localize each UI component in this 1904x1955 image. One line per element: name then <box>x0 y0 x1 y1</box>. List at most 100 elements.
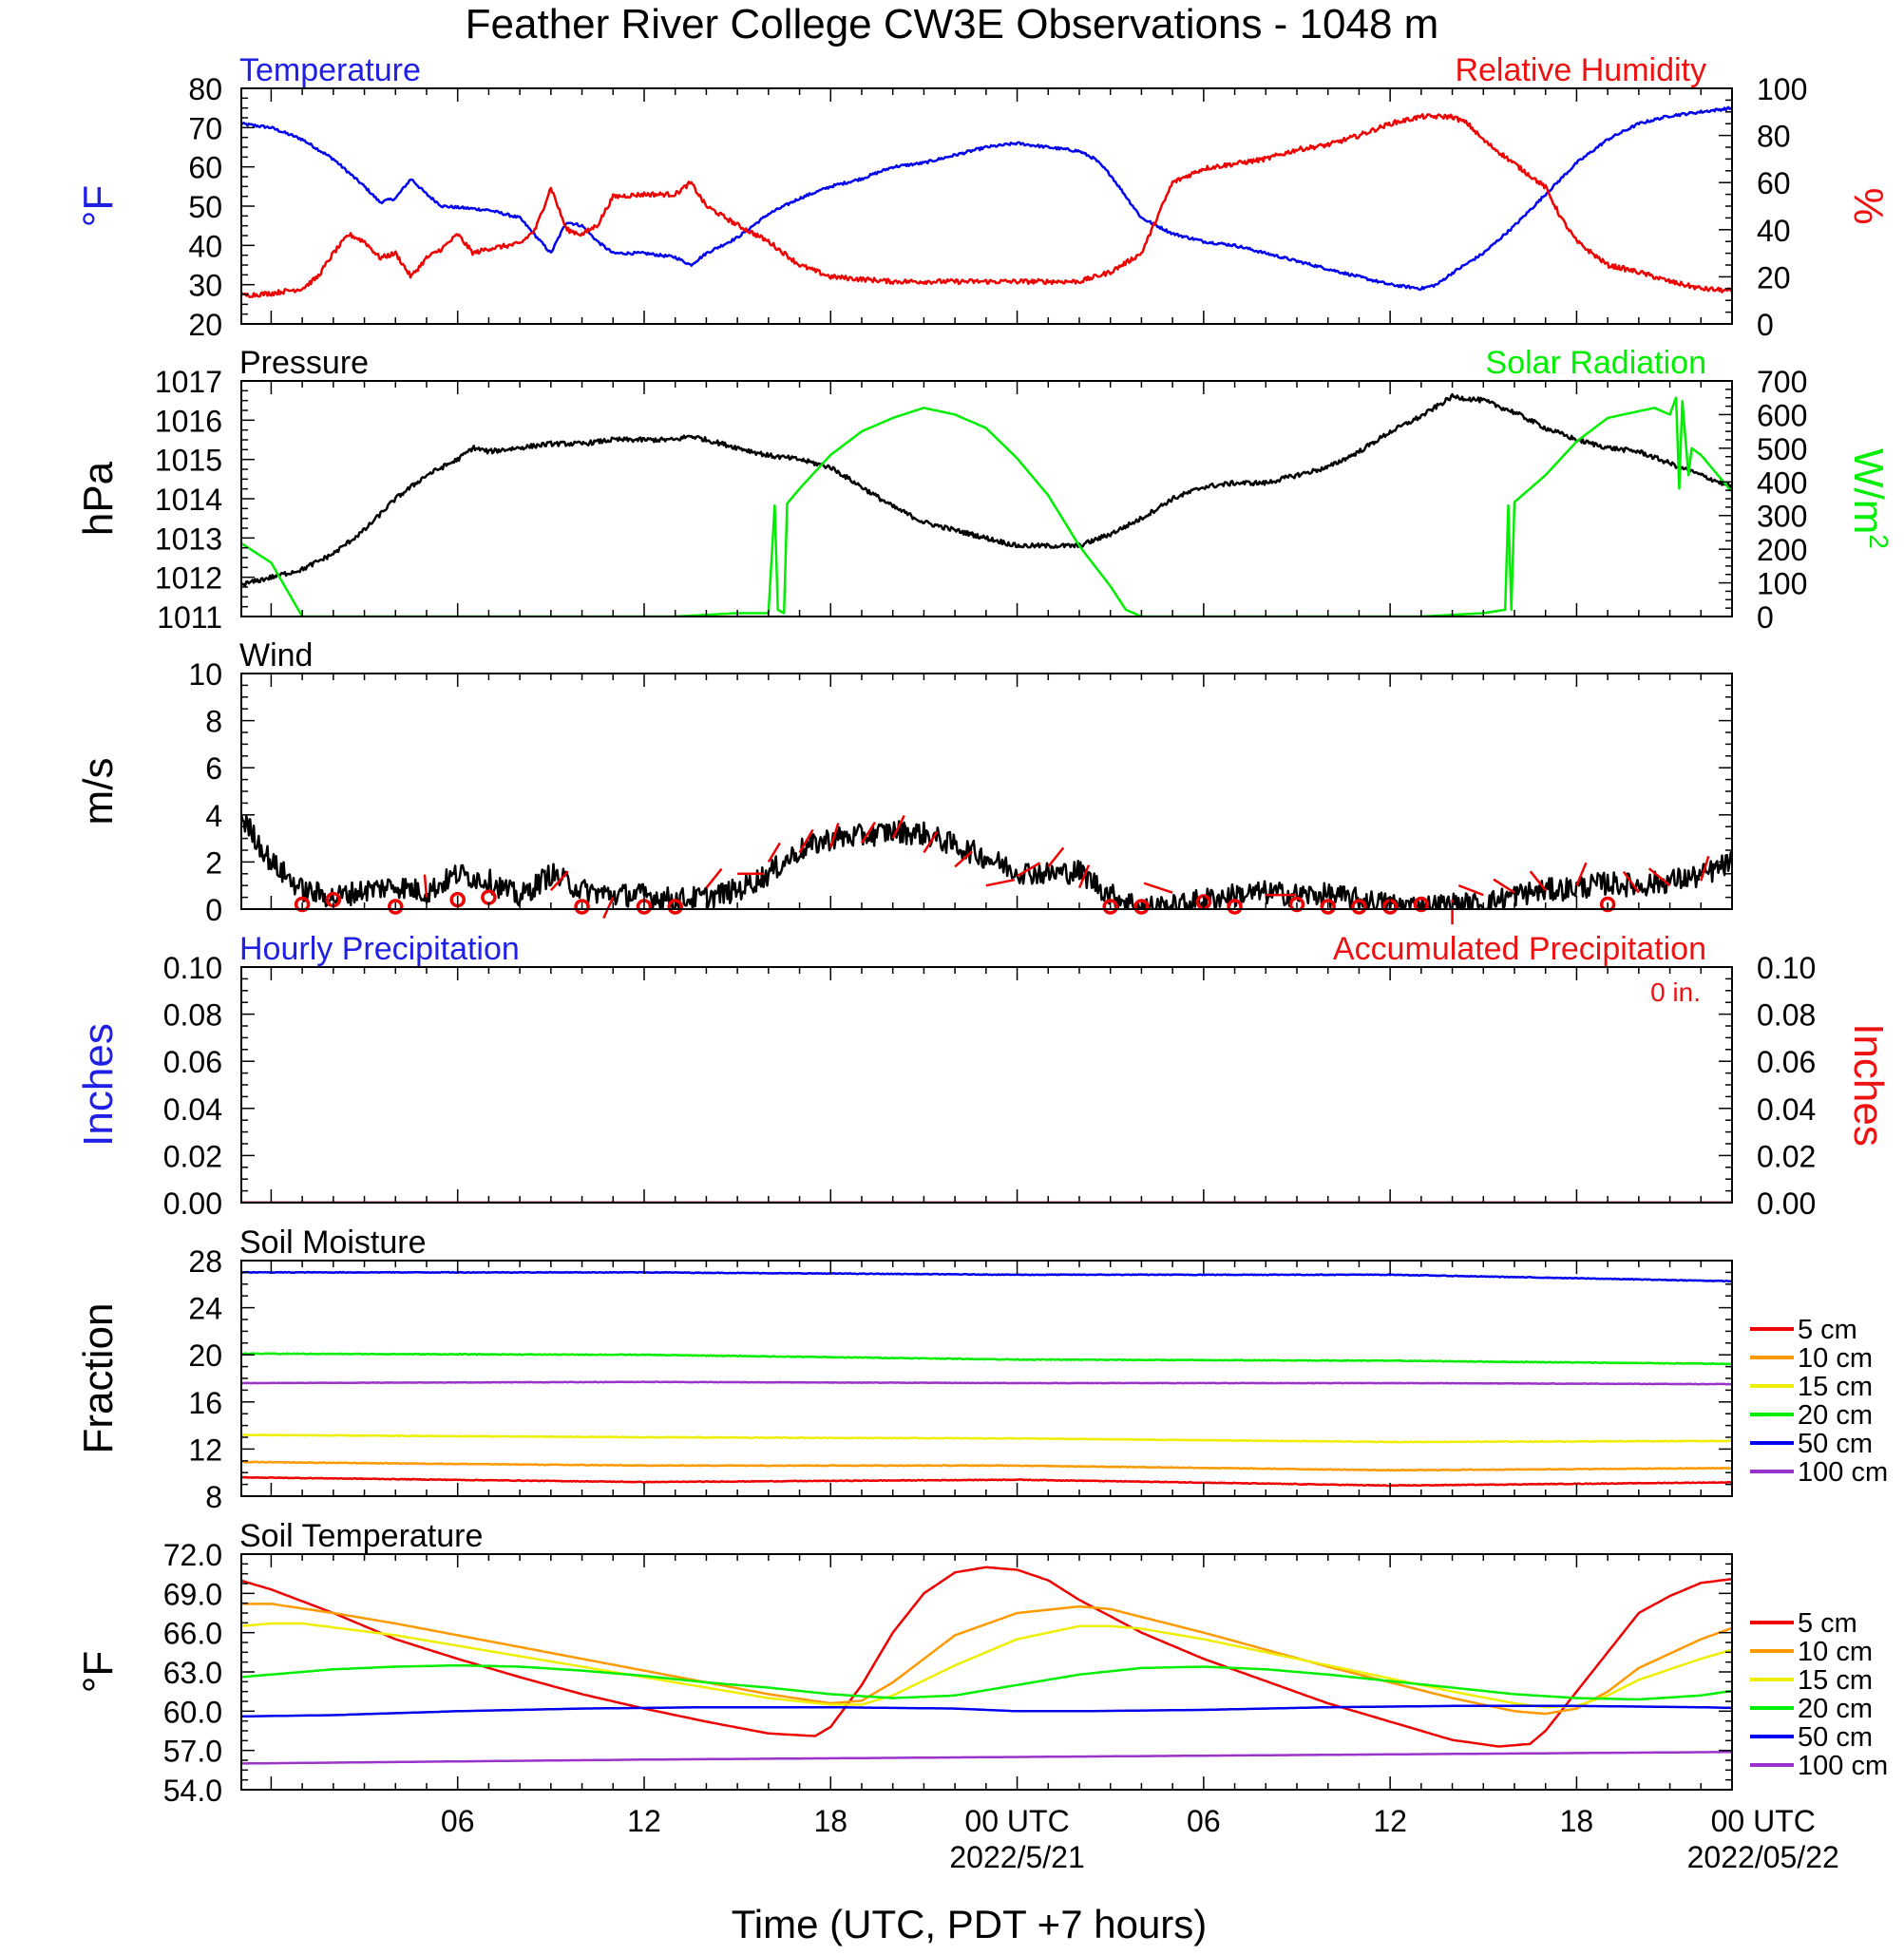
y-tick-label-right: 80 <box>1757 120 1791 154</box>
legend-label: 5 cm <box>1798 1608 1857 1639</box>
series-line-100-cm <box>241 1751 1732 1765</box>
series-line-10-cm <box>241 1603 1732 1716</box>
calm-wind-marker <box>1599 896 1616 913</box>
accumulated-total: 0 in. <box>1650 978 1701 1007</box>
y-tick-label-left: 16 <box>188 1386 222 1420</box>
y-axis-title-right: W/m2 <box>1845 448 1894 549</box>
y-tick-label-right: 0 <box>1757 600 1774 635</box>
x-tick-label: 18 <box>813 1804 847 1838</box>
wind-barb <box>1575 862 1588 886</box>
calm-wind-marker <box>1288 896 1305 913</box>
legend-label: 15 cm <box>1798 1372 1873 1402</box>
y-tick-label-left: 1014 <box>155 483 222 517</box>
wind-barb <box>798 828 814 854</box>
x-date-label: 2022/5/21 <box>949 1840 1084 1874</box>
x-tick-label: 06 <box>441 1804 475 1838</box>
y-tick-label-right: 0.02 <box>1757 1139 1816 1173</box>
y-tick-label-left: 0 <box>205 893 222 927</box>
y-tick-label-left: 1013 <box>155 522 222 556</box>
wind-barb <box>423 874 428 898</box>
y-tick-label-left: 2 <box>205 845 222 880</box>
y-tick-label-left: 70 <box>188 111 222 145</box>
panel-title-left: Temperature <box>239 52 421 88</box>
wind-barb <box>1016 862 1041 878</box>
wind-barb <box>1077 864 1091 889</box>
panel-title-left: Hourly Precipitation <box>239 931 520 967</box>
panel-title-left: Pressure <box>239 345 369 381</box>
x-tick-label: 12 <box>627 1804 661 1838</box>
y-tick-label-left: 12 <box>188 1433 222 1467</box>
wind-barb <box>860 821 877 845</box>
y-tick-label-left: 72.0 <box>163 1538 222 1572</box>
legend-label: 15 cm <box>1798 1665 1873 1696</box>
panel-1: 20 30 40 50 60 70 80 0 20 40 60 80 100 Temperature Rel… <box>75 52 1892 342</box>
y-tick-label-left: 4 <box>205 799 222 833</box>
y-tick-label-right: 200 <box>1757 533 1807 567</box>
y-tick-label-left: 1016 <box>155 404 222 438</box>
series-line-50-cm <box>241 1704 1732 1718</box>
y-tick-label-left: 1017 <box>155 365 222 399</box>
series-line-15-cm <box>241 1622 1732 1709</box>
wind-barb <box>829 823 840 848</box>
panel-2: 1011 1012 1013 1014 1015 1016 1017 010020030040… <box>75 345 1894 635</box>
y-tick-label-left: 69.0 <box>163 1577 222 1611</box>
calm-wind-marker <box>1133 899 1150 915</box>
x-tick-label: 06 <box>1187 1804 1221 1838</box>
series-group <box>241 392 1732 617</box>
panel-title-left: Soil Moisture <box>239 1224 427 1261</box>
y-tick-label-left: 0.04 <box>163 1092 222 1127</box>
y-tick-label-left: 0.08 <box>163 998 222 1033</box>
calm-wind-marker <box>1351 899 1367 915</box>
y-axis-title-right: % <box>1845 187 1892 224</box>
series-line-pressure <box>241 392 1732 588</box>
panel-title-left: Soil Temperature <box>239 1518 483 1554</box>
y-tick-label-right: 300 <box>1757 500 1807 534</box>
series-line-relative-humidity <box>241 113 1732 298</box>
y-tick-label-right: 500 <box>1757 432 1807 466</box>
y-tick-label-right: 0.08 <box>1757 998 1816 1033</box>
series-line-100-cm <box>241 1380 1732 1386</box>
series-group <box>241 812 1732 909</box>
y-tick-label-right: 700 <box>1757 365 1807 399</box>
y-axis-title-left: Inches <box>75 1023 122 1147</box>
wind-barb <box>1647 867 1671 887</box>
y-axis-title-left: Fraction <box>75 1303 122 1454</box>
panel-3: 0 2 4 6 8 10 Wind m/s <box>75 637 1733 927</box>
calm-wind-marker <box>667 899 683 915</box>
y-tick-label-right: 0.10 <box>1757 951 1816 985</box>
y-tick-label-left: 54.0 <box>163 1774 222 1808</box>
panel-title-right: Accumulated Precipitation <box>1333 931 1706 967</box>
series-line-wind-speed <box>241 812 1732 909</box>
panel-title-right: Relative Humidity <box>1455 52 1706 88</box>
y-tick-label-right: 0.04 <box>1757 1092 1816 1127</box>
y-tick-label-right: 60 <box>1757 166 1791 200</box>
wind-barb <box>1700 855 1710 882</box>
series-group <box>241 1270 1732 1488</box>
y-tick-label-left: 50 <box>188 190 222 224</box>
wind-barb <box>985 878 1016 887</box>
x-tick-label: 12 <box>1373 1804 1407 1838</box>
y-tick-label-right: 400 <box>1757 465 1807 500</box>
legend-label: 10 cm <box>1798 1637 1873 1667</box>
y-tick-label-left: 63.0 <box>163 1656 222 1690</box>
wind-barb <box>1047 846 1065 868</box>
figure-title: Feather River College CW3E Observations … <box>466 1 1439 47</box>
wind-barb <box>1143 882 1173 894</box>
calm-wind-marker <box>1102 899 1118 915</box>
y-tick-label-right: 40 <box>1757 214 1791 248</box>
legend-label: 20 cm <box>1798 1694 1873 1724</box>
series-group <box>241 1566 1732 1765</box>
series-line-solar-radiation <box>241 396 1732 617</box>
wind-barb <box>705 867 723 889</box>
series-line-temperature <box>241 105 1732 292</box>
legend-label: 10 cm <box>1798 1343 1873 1374</box>
calm-wind-marker <box>294 896 311 913</box>
legend-label: 50 cm <box>1798 1722 1873 1753</box>
legend-label: 100 cm <box>1798 1751 1888 1781</box>
series-line-20-cm <box>241 1663 1732 1701</box>
x-date-label: 2022/05/22 <box>1687 1840 1839 1874</box>
y-tick-label-left: 60 <box>188 151 222 185</box>
